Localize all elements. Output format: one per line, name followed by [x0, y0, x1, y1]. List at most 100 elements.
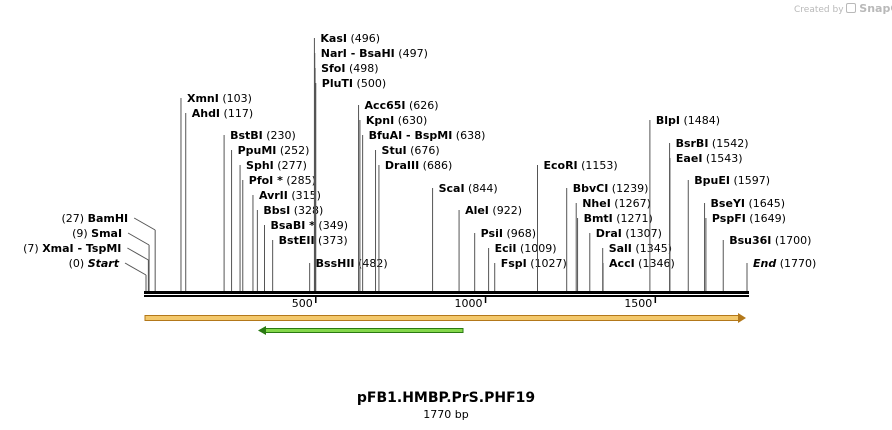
site-label-ahdi: AhdI (117): [192, 107, 253, 120]
site-label-pspfi: PspFI (1649): [712, 212, 786, 225]
site-label-smai: (9) SmaI: [72, 227, 122, 240]
site-name: PfoI *: [249, 174, 283, 187]
site-number: (626): [406, 99, 439, 112]
site-label-bsrbi: BsrBI (1542): [676, 137, 749, 150]
site-number: (676): [407, 144, 440, 157]
site-name: SfoI: [321, 62, 345, 75]
site-number: (117): [220, 107, 253, 120]
site-number: (1649): [746, 212, 786, 225]
site-label-bbvci: BbvCI (1239): [573, 182, 649, 195]
site-name: BmtI: [584, 212, 613, 225]
site-label-acci: AccI (1346): [609, 257, 675, 270]
site-label-xmni: XmnI (103): [187, 92, 252, 105]
site-label-kasi: KasI (496): [320, 32, 380, 45]
site-number: (315): [288, 189, 321, 202]
site-label-ecii: EciI (1009): [495, 242, 557, 255]
site-name: BssHII: [316, 257, 355, 270]
site-number: (1153): [578, 159, 618, 172]
site-number: (1267): [611, 197, 651, 210]
scale-tick-label: 1000: [455, 297, 483, 310]
site-label-sphi: SphI (277): [246, 159, 307, 172]
site-name: AccI: [609, 257, 635, 270]
site-name: BbsI: [263, 204, 290, 217]
site-name: BlpI: [656, 114, 680, 127]
snapgene-credit: Created by SnapGene: [794, 2, 892, 15]
site-number: (7): [23, 242, 42, 255]
scale-tick-label: 500: [292, 297, 313, 310]
site-label-bpuei: BpuEI (1597): [694, 174, 770, 187]
site-label-draiii: DraIII (686): [385, 159, 452, 172]
site-number: (498): [345, 62, 378, 75]
site-number: (1345): [632, 242, 672, 255]
site-number: (686): [419, 159, 452, 172]
site-label-avrii: AvrII (315): [259, 189, 321, 202]
site-number: (1770): [776, 257, 816, 270]
site-name: SphI: [246, 159, 274, 172]
site-label-psii: PsiI (968): [481, 227, 536, 240]
site-number: (496): [347, 32, 380, 45]
site-label-sfoi: SfoI (498): [321, 62, 378, 75]
site-name: BfuAI - BspMI: [369, 129, 453, 142]
map-title: pFB1.HMBP.PrS.PHF19: [356, 390, 536, 406]
site-label-bsabi: BsaBI * (349): [271, 219, 349, 232]
site-name: End: [753, 257, 776, 270]
site-name: SalI: [609, 242, 632, 255]
site-number: (968): [503, 227, 536, 240]
site-name: BseYI: [711, 197, 745, 210]
site-name: Bsu36I: [729, 234, 771, 247]
site-number: (1597): [730, 174, 770, 187]
site-label-ppumi: PpuMI (252): [238, 144, 310, 157]
site-label-eaei: EaeI (1543): [676, 152, 743, 165]
site-number: (252): [276, 144, 309, 157]
site-label-bsteii: BstEII (373): [279, 234, 348, 247]
site-number: (277): [274, 159, 307, 172]
site-label-ecori: EcoRI (1153): [543, 159, 617, 172]
site-number: (1239): [608, 182, 648, 195]
site-label-nhei: NheI (1267): [582, 197, 651, 210]
site-leader-line: [133, 217, 156, 231]
credit-brand: SnapGene: [859, 2, 892, 15]
site-label-drai: DraI (1307): [596, 227, 662, 240]
site-number: (500): [353, 77, 386, 90]
site-name: EcoRI: [543, 159, 577, 172]
site-name: DraI: [596, 227, 622, 240]
site-number: (373): [315, 234, 348, 247]
site-name: PpuMI: [238, 144, 277, 157]
site-name: EaeI: [676, 152, 703, 165]
site-name: BsaBI *: [271, 219, 316, 232]
site-number: (1645): [745, 197, 785, 210]
backbone-bottom-strand: [144, 295, 749, 297]
site-name: XmaI - TspMI: [42, 242, 121, 255]
site-label-kpni: KpnI (630): [366, 114, 427, 127]
site-name: Start: [88, 257, 120, 270]
site-name: XmnI: [187, 92, 219, 105]
site-label-sali: SalI (1345): [609, 242, 672, 255]
feature-arrow-green-head: [258, 326, 266, 335]
site-name: PsiI: [481, 227, 503, 240]
site-name: KasI: [320, 32, 347, 45]
site-name: BpuEI: [694, 174, 730, 187]
feature-arrow-orange: [144, 315, 740, 321]
site-number: (328): [290, 204, 323, 217]
site-name: ScaI: [439, 182, 465, 195]
site-label-bseyi: BseYI (1645): [711, 197, 786, 210]
site-leader-line: [127, 247, 149, 261]
site-label-alei: AleI (922): [465, 204, 522, 217]
map-length: 1770 bp: [423, 408, 469, 421]
site-number: (1271): [613, 212, 653, 225]
site-name: BstBI: [230, 129, 263, 142]
site-label-start: (0) Start: [69, 257, 120, 270]
site-leader-line: [127, 232, 150, 246]
site-number: (1542): [708, 137, 748, 150]
site-name: FspI: [501, 257, 527, 270]
site-name: EciI: [495, 242, 517, 255]
feature-arrow-green: [263, 328, 464, 333]
site-number: (1346): [635, 257, 675, 270]
site-name: StuI: [382, 144, 407, 157]
site-label-xmai: (7) XmaI - TspMI: [23, 242, 121, 255]
site-number: (285): [283, 174, 316, 187]
site-label-end: End (1770): [753, 257, 816, 270]
site-label-bsu36i: Bsu36I (1700): [729, 234, 811, 247]
site-label-bmti: BmtI (1271): [584, 212, 653, 225]
site-number: (1027): [527, 257, 567, 270]
